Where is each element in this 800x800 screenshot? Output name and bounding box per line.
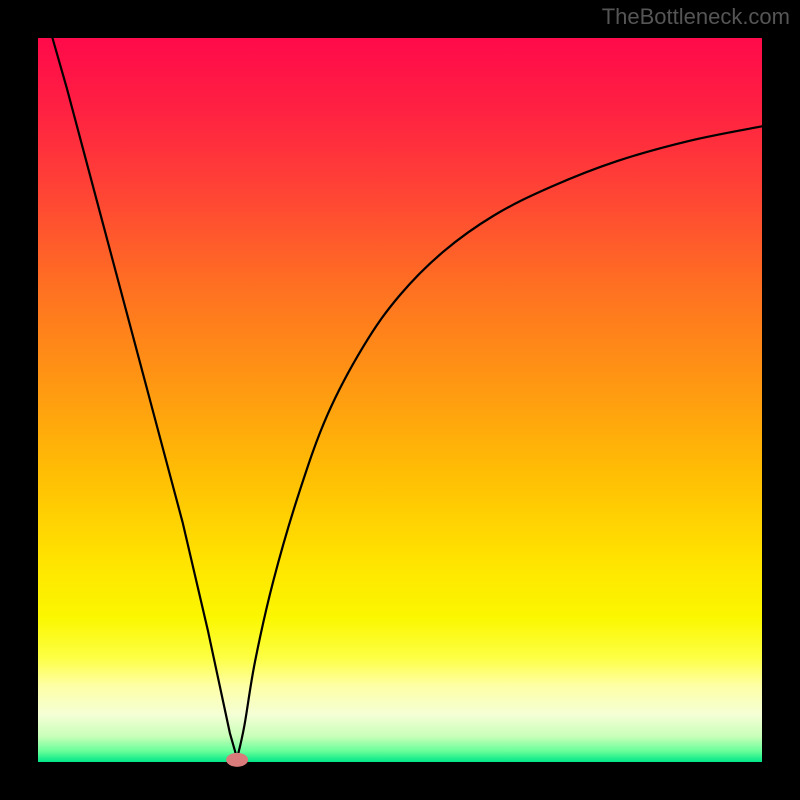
chart-frame: TheBottleneck.com (0, 0, 800, 800)
plot-area (38, 38, 762, 762)
bottleneck-chart (0, 0, 800, 800)
vertex-marker (226, 753, 248, 767)
watermark-text: TheBottleneck.com (602, 4, 790, 30)
